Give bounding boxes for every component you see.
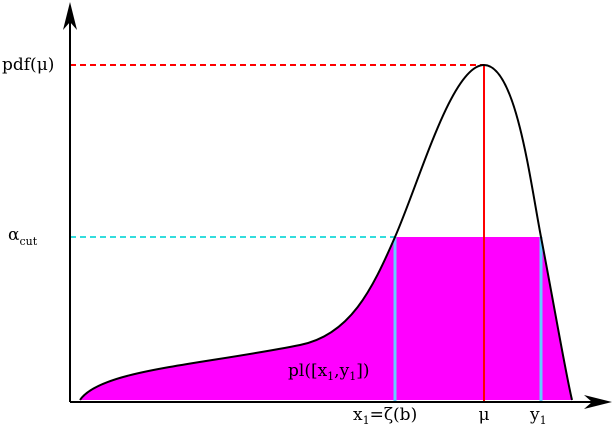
alpha-cut-label: αcut <box>8 225 38 248</box>
label-part: x <box>353 405 363 425</box>
label-part: ]) <box>356 361 369 381</box>
label-subscript: 1 <box>327 370 334 383</box>
label-subscript: 1 <box>540 414 547 427</box>
pdf-mu-label: pdf(μ) <box>2 55 54 75</box>
y-axis-arrow <box>63 2 77 30</box>
label-part: ,y <box>334 361 349 381</box>
mu-label: μ <box>478 405 489 425</box>
x1-label: x1=ζ(b) <box>353 405 417 427</box>
label-part: y <box>529 405 540 425</box>
plausibility-label: pl([x1,y1]) <box>288 361 369 383</box>
label-part: pl([x <box>288 361 328 381</box>
x-axis-arrow <box>584 395 612 409</box>
pdf-curve <box>79 63 573 401</box>
label-subscript: 1 <box>349 370 356 383</box>
label-subscript: cut <box>19 235 37 248</box>
label-part: =ζ(b) <box>370 405 418 425</box>
plausibility-area <box>80 237 572 400</box>
y1-label: y1 <box>529 405 547 427</box>
label-subscript: 1 <box>363 414 370 427</box>
label-part: α <box>8 225 20 245</box>
